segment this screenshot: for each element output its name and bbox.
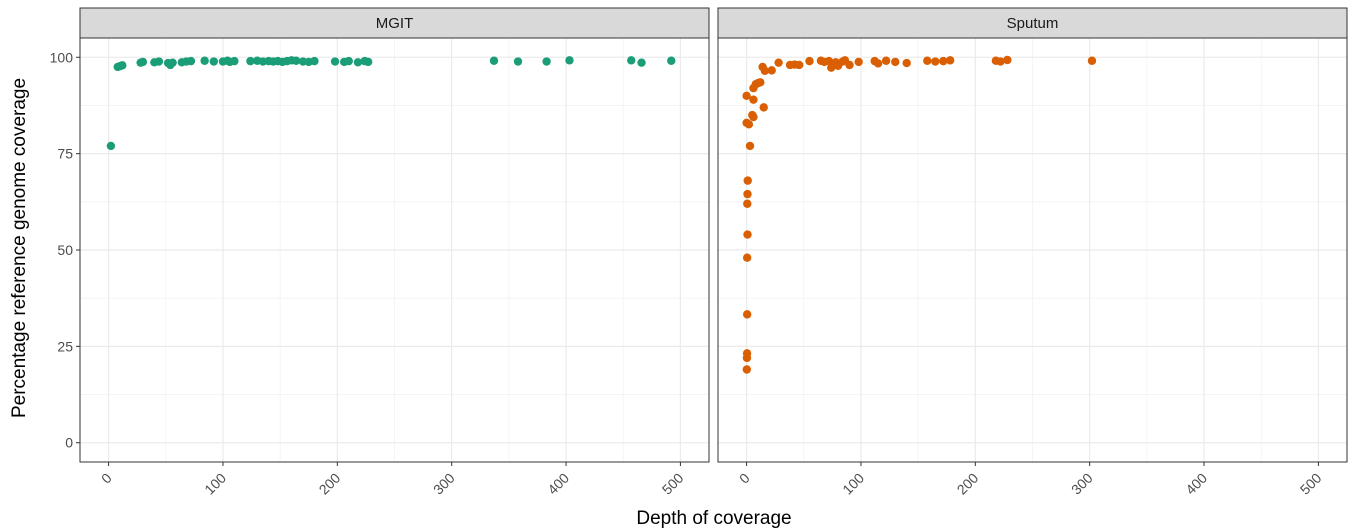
- data-point: [1003, 55, 1012, 65]
- y-axis: 0 25 50 75 100: [50, 49, 80, 451]
- data-point: [353, 58, 363, 67]
- data-point: [743, 230, 752, 239]
- data-point: [805, 56, 814, 66]
- data-point: [743, 176, 752, 185]
- x-axis-title: Depth of coverage: [636, 508, 791, 529]
- data-point: [742, 310, 752, 319]
- data-point: [1087, 56, 1097, 65]
- data-point: [186, 56, 196, 66]
- strip-sputum: [717, 7, 1348, 39]
- strip-mgit: [79, 7, 710, 39]
- data-point: [168, 58, 177, 67]
- data-point: [542, 57, 551, 66]
- data-point: [760, 66, 770, 75]
- facet-panels: MGIT 0 100 200 300 400 500 Sputum 0 100 200 300 400 5…: [79, 7, 1348, 498]
- data-point: [627, 56, 636, 65]
- data-point: [854, 57, 863, 67]
- data-point: [230, 56, 239, 66]
- x-tick-label: 0: [98, 470, 115, 487]
- x-tick-label: 100: [839, 470, 867, 498]
- y-tick-label: 100: [50, 49, 74, 65]
- x-axis-sputum: 0 100 200 300 400 500: [736, 462, 1325, 498]
- data-point: [742, 365, 752, 374]
- data-point: [742, 349, 752, 358]
- data-point: [902, 58, 911, 68]
- data-point: [749, 95, 758, 104]
- data-point: [845, 60, 854, 70]
- data-point: [743, 189, 752, 199]
- data-point: [246, 56, 255, 66]
- data-point: [138, 57, 148, 67]
- data-point: [745, 141, 755, 151]
- data-point: [794, 60, 804, 70]
- data-point: [873, 59, 883, 68]
- data-point: [996, 57, 1005, 66]
- data-point: [667, 56, 676, 65]
- points-sputum: [742, 55, 1097, 374]
- x-tick-label: 400: [544, 470, 572, 498]
- data-point: [200, 56, 209, 65]
- data-point: [330, 57, 340, 66]
- data-point: [118, 61, 127, 70]
- y-tick-label: 50: [57, 242, 73, 258]
- data-point: [923, 56, 932, 65]
- data-point: [945, 56, 955, 65]
- data-point: [513, 57, 523, 66]
- y-tick-label: 25: [57, 338, 73, 354]
- data-point: [106, 141, 116, 151]
- data-point: [749, 112, 758, 122]
- data-point: [291, 56, 301, 65]
- data-point: [310, 56, 319, 66]
- panel-sputum: Sputum 0 100 200 300 400 500: [717, 7, 1348, 498]
- y-tick-label: 0: [65, 435, 73, 451]
- data-point: [881, 56, 891, 65]
- x-tick-label: 500: [659, 470, 687, 498]
- data-point: [767, 66, 776, 75]
- data-point: [743, 199, 752, 208]
- panel-mgit: MGIT 0 100 200 300 400 500: [79, 7, 710, 498]
- data-point: [742, 253, 752, 262]
- x-tick-label: 300: [430, 470, 458, 498]
- data-point: [363, 57, 373, 67]
- data-point: [774, 58, 783, 67]
- strip-label-sputum: Sputum: [1007, 15, 1059, 32]
- strip-label-mgit: MGIT: [376, 15, 414, 32]
- points-mgit: [106, 56, 676, 151]
- y-axis-title: Percentage reference genome coverage: [9, 78, 30, 418]
- data-point: [759, 103, 768, 112]
- data-point: [565, 56, 574, 65]
- x-tick-label: 100: [201, 470, 229, 498]
- data-point: [756, 78, 765, 87]
- data-point: [489, 56, 499, 65]
- data-point: [939, 56, 948, 66]
- x-axis-mgit: 0 100 200 300 400 500: [98, 462, 687, 498]
- x-tick-label: 300: [1068, 470, 1096, 498]
- x-tick-label: 0: [736, 470, 753, 487]
- x-tick-label: 500: [1297, 470, 1325, 498]
- gridlines: [80, 38, 709, 462]
- data-point: [742, 91, 751, 101]
- data-point: [637, 58, 646, 67]
- data-point: [209, 57, 219, 66]
- x-tick-label: 200: [316, 470, 344, 498]
- data-point: [154, 57, 164, 66]
- data-point: [931, 57, 940, 66]
- x-tick-label: 400: [1182, 470, 1210, 498]
- data-point: [344, 56, 353, 66]
- data-point: [824, 56, 834, 66]
- data-point: [891, 57, 900, 67]
- panel-border: [717, 37, 1348, 463]
- x-tick-label: 200: [954, 470, 982, 498]
- data-point: [744, 120, 754, 129]
- y-tick-label: 75: [57, 146, 73, 162]
